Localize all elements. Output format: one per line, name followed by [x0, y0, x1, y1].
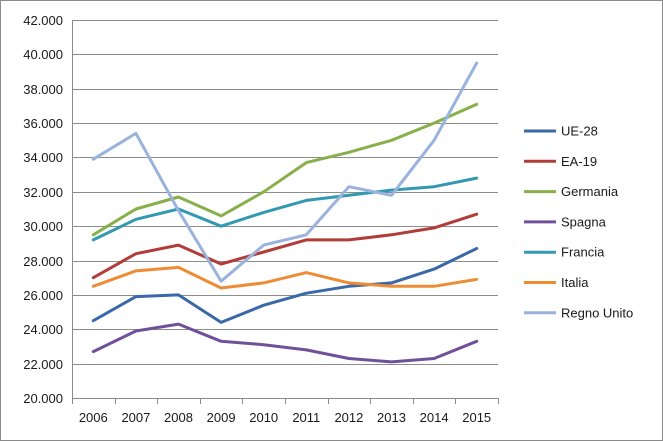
legend-item-ea-19: EA-19 [524, 154, 597, 169]
legend-item-ue-28: UE-28 [524, 124, 598, 139]
legend-label: EA-19 [561, 154, 597, 169]
y-tick-label: 36.000 [23, 116, 63, 131]
legend-label: Italia [561, 275, 589, 290]
x-tick-label: 2014 [420, 410, 449, 425]
gridlines [72, 20, 498, 365]
x-tick-label: 2006 [79, 410, 108, 425]
series-lines [91, 61, 479, 364]
y-tick-label: 38.000 [23, 82, 63, 97]
legend-label: Germania [561, 184, 619, 199]
y-tick-label: 32.000 [23, 185, 63, 200]
y-tick-label: 42.000 [23, 13, 63, 28]
x-tick-label: 2008 [164, 410, 193, 425]
legend-label: Francia [561, 245, 605, 260]
legend-label: Regno Unito [561, 305, 633, 320]
series-line-spagna [91, 322, 479, 364]
y-tick-label: 20.000 [23, 391, 63, 406]
legend-item-italia: Italia [524, 275, 589, 290]
series-line-italia [91, 265, 479, 290]
series-line-francia [91, 176, 479, 242]
legend-item-spagna: Spagna [524, 214, 607, 229]
legend-label: UE-28 [561, 124, 598, 139]
series-line-ea-19 [91, 212, 479, 280]
legend-item-regno-unito: Regno Unito [524, 305, 633, 320]
series-line-germania [91, 102, 479, 237]
series-line-ue-28 [91, 247, 479, 324]
series-line-regno-unito [91, 61, 479, 283]
x-tick-label: 2011 [292, 410, 320, 425]
legend-item-germania: Germania [524, 184, 619, 199]
x-tick-label: 2009 [207, 410, 236, 425]
x-tick-label: 2015 [462, 410, 491, 425]
y-tick-label: 28.000 [23, 254, 63, 269]
y-tick-label: 30.000 [23, 219, 63, 234]
x-axis-ticks: 2006 2007 2008 2009 2010 2011 2012 2013 2014 2015 [72, 398, 499, 425]
y-tick-label: 40.000 [23, 47, 63, 62]
y-tick-label: 26.000 [23, 288, 63, 303]
y-axis-ticks: 20.000 22.000 24.000 26.000 28.000 30.000 32.0… [23, 13, 63, 406]
legend: UE-28 EA-19 Germania Spagna Francia Italia Reg… [524, 124, 633, 320]
x-tick-label: 2012 [334, 410, 363, 425]
y-tick-label: 34.000 [23, 150, 63, 165]
y-tick-label: 22.000 [23, 357, 63, 372]
x-tick-label: 2013 [377, 410, 406, 425]
legend-label: Spagna [561, 214, 607, 229]
x-tick-label: 2010 [249, 410, 278, 425]
y-tick-label: 24.000 [23, 322, 63, 337]
legend-item-francia: Francia [524, 245, 605, 260]
x-tick-label: 2007 [121, 410, 150, 425]
